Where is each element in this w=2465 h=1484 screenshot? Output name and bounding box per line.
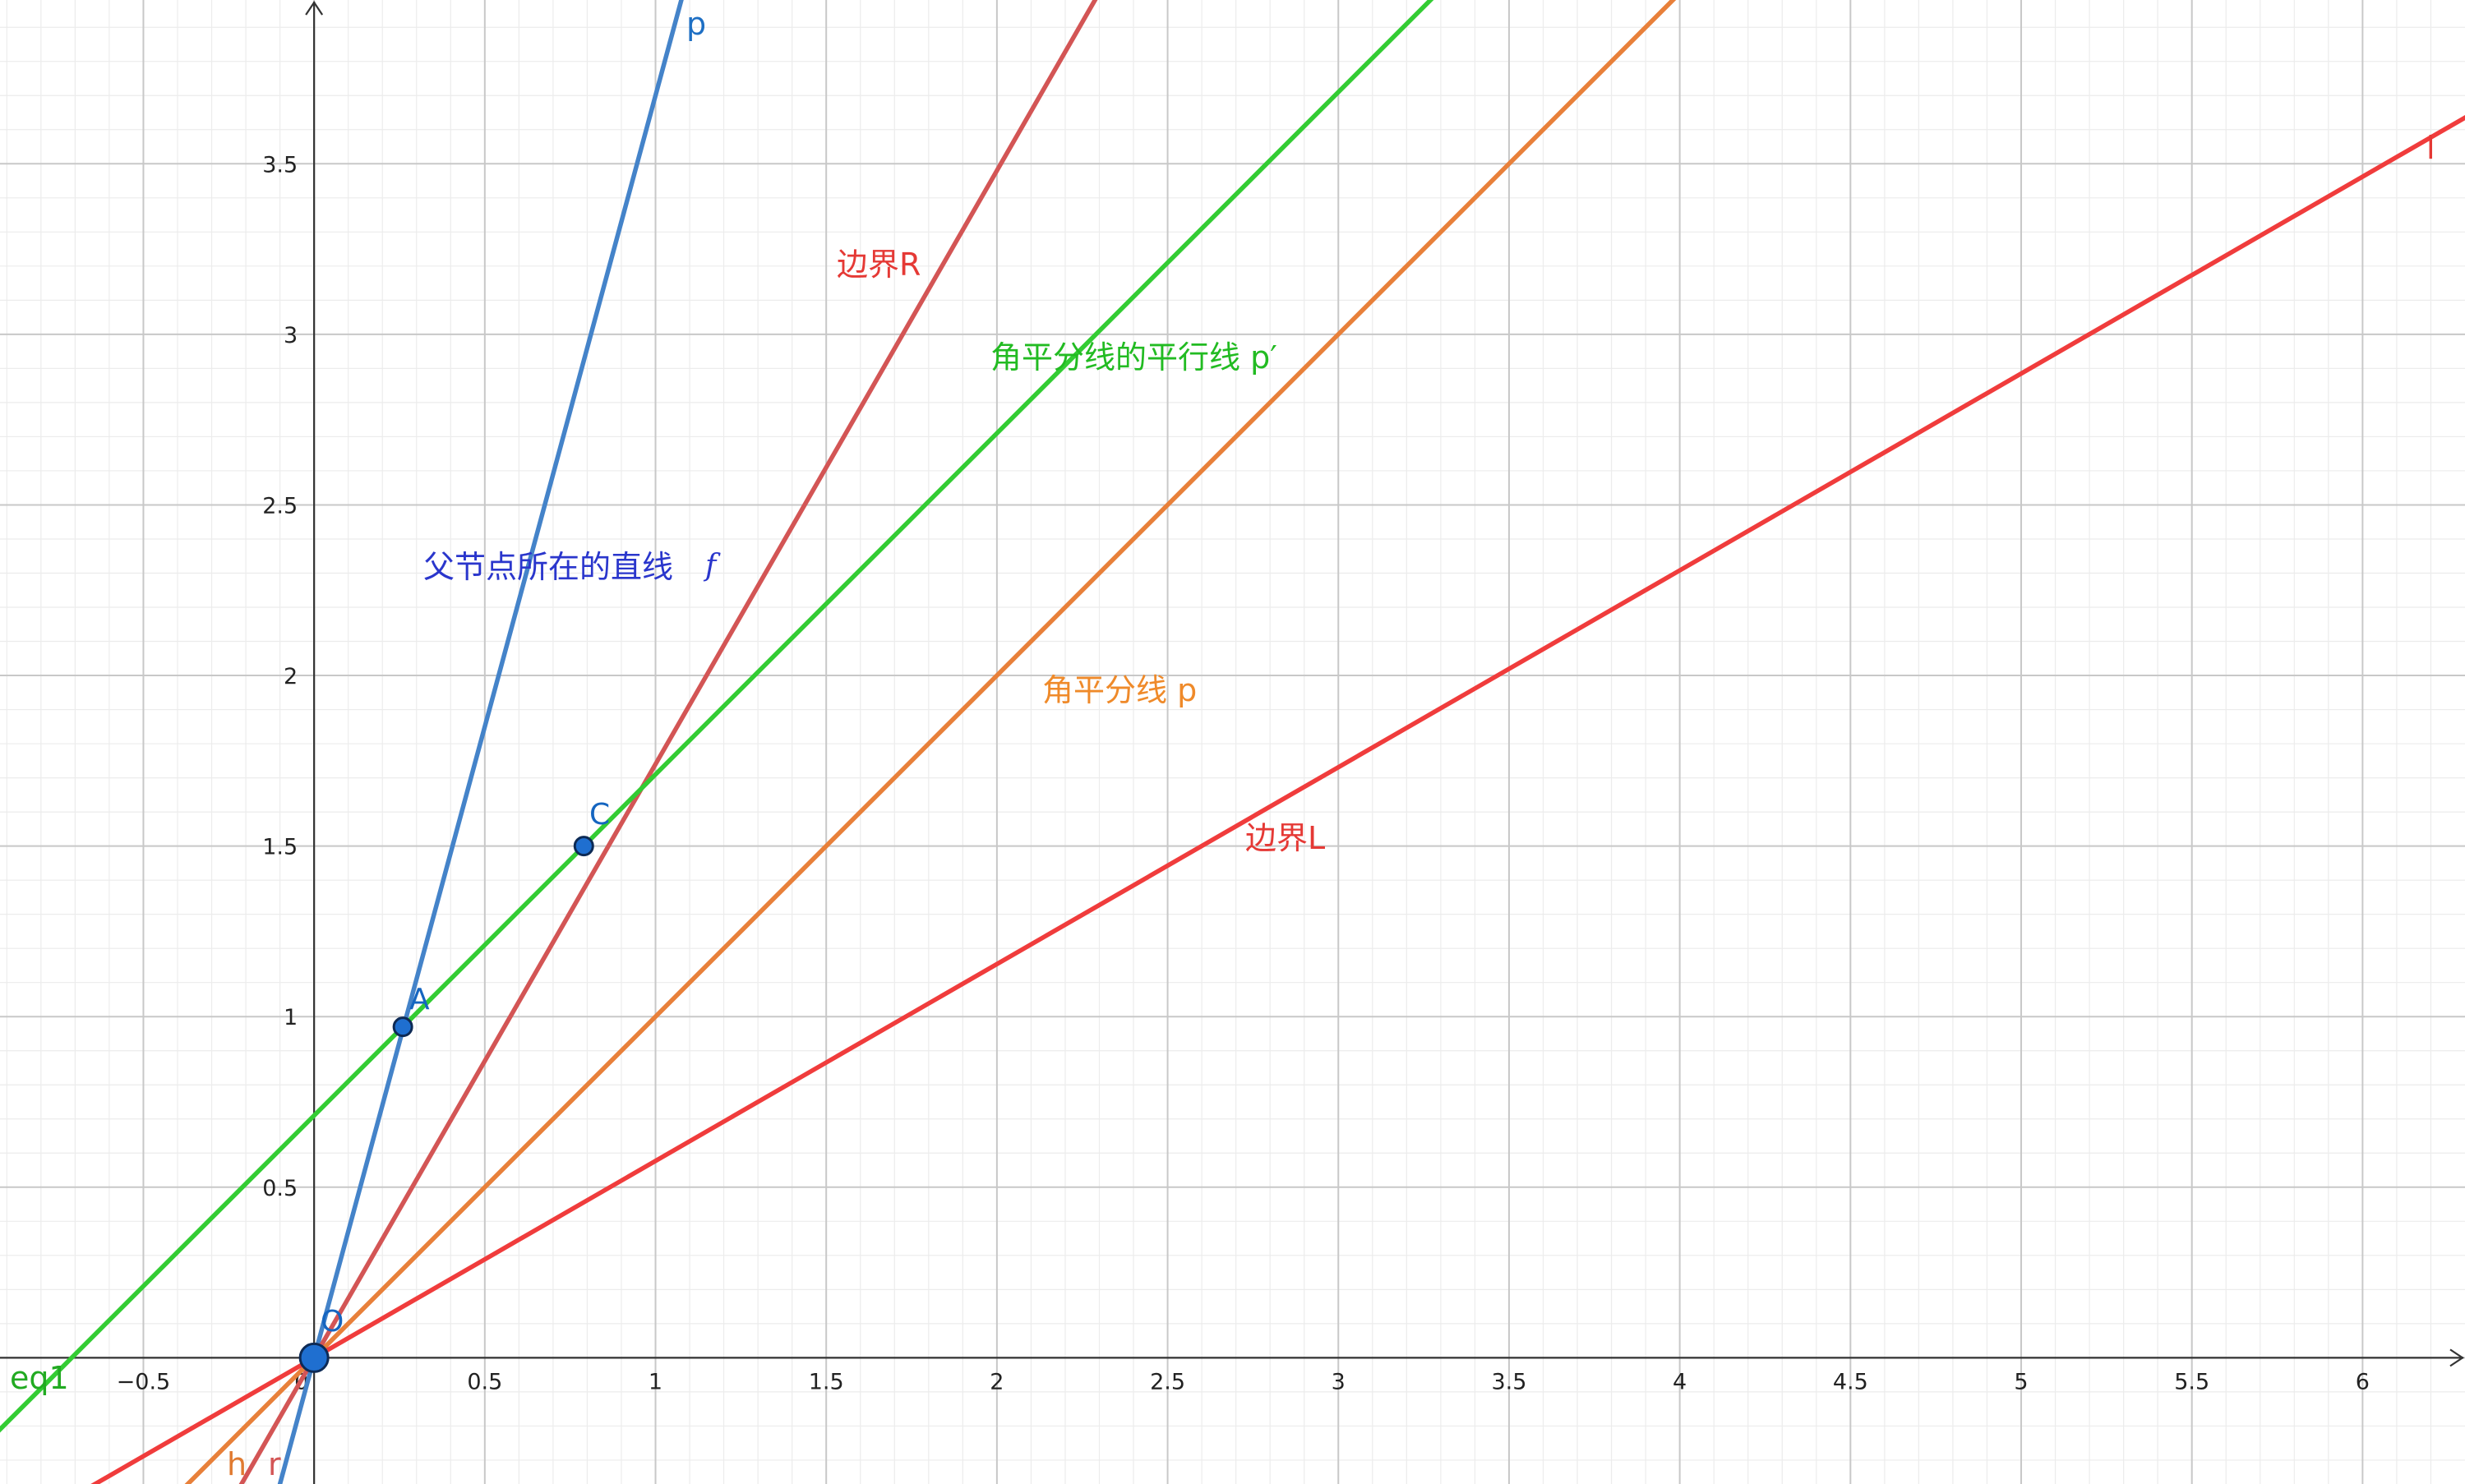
x-tick-label: 3.5	[1491, 1369, 1526, 1394]
x-tick-label: −0.5	[117, 1369, 171, 1394]
y-tick-label: 1.5	[262, 835, 298, 860]
line-f-description: 父节点所在的直线 f	[423, 549, 721, 585]
x-tick-label: 5.5	[2174, 1369, 2209, 1394]
x-tick-label: 4.5	[1833, 1369, 1868, 1394]
point-c[interactable]	[573, 836, 594, 857]
parallel-bisector-label: 角平分线的平行线 p′	[990, 339, 1277, 376]
point-a-label: A	[409, 983, 430, 1016]
boundary-r-label: 边界R	[837, 247, 921, 283]
point-a[interactable]	[392, 1016, 413, 1038]
line-eq1-tag-label: eq1	[10, 1360, 69, 1396]
line-l-tag-label: l	[2426, 130, 2435, 166]
y-tick-label: 2.5	[262, 493, 298, 518]
x-tick-label: 4	[1673, 1369, 1687, 1394]
points	[298, 836, 594, 1373]
point-c-label: C	[589, 798, 610, 832]
x-tick-label: 6	[2356, 1369, 2370, 1394]
y-tick-label: 3	[284, 323, 298, 348]
x-axis-arrow-icon	[2449, 1348, 2464, 1367]
bisector-label: 角平分线 p	[1042, 672, 1197, 708]
x-tick-label: 5	[2014, 1369, 2028, 1394]
x-tick-label: 1.5	[809, 1369, 844, 1394]
y-axis-arrow-icon	[305, 1, 324, 16]
line-f-symbol: f	[703, 549, 721, 583]
x-tick-label: 2	[990, 1369, 1004, 1394]
y-tick-label: 1	[284, 1005, 298, 1030]
point-o-label: O	[321, 1305, 344, 1339]
x-tick-labels: −0.500.511.522.533.544.555.56	[117, 1369, 2370, 1394]
y-tick-label: 2	[284, 664, 298, 689]
boundary-l-label: 边界L	[1245, 820, 1325, 856]
line-f-description-text: 父节点所在的直线	[423, 549, 673, 585]
line-h-tag-label: h	[227, 1446, 247, 1482]
x-tick-label: 2.5	[1150, 1369, 1185, 1394]
x-tick-label: 3	[1332, 1369, 1346, 1394]
point-o[interactable]	[298, 1342, 330, 1373]
x-tick-label: 1	[649, 1369, 662, 1394]
line-f-tag-label: p	[686, 6, 706, 42]
line-r-tag-label: r	[268, 1446, 281, 1482]
x-tick-label: 0.5	[467, 1369, 502, 1394]
y-tick-label: 3.5	[262, 152, 298, 177]
y-tick-label: 0.5	[262, 1176, 298, 1201]
y-tick-labels: 0.5 1 1.5 2 2.5 3 3.5	[262, 152, 298, 1201]
